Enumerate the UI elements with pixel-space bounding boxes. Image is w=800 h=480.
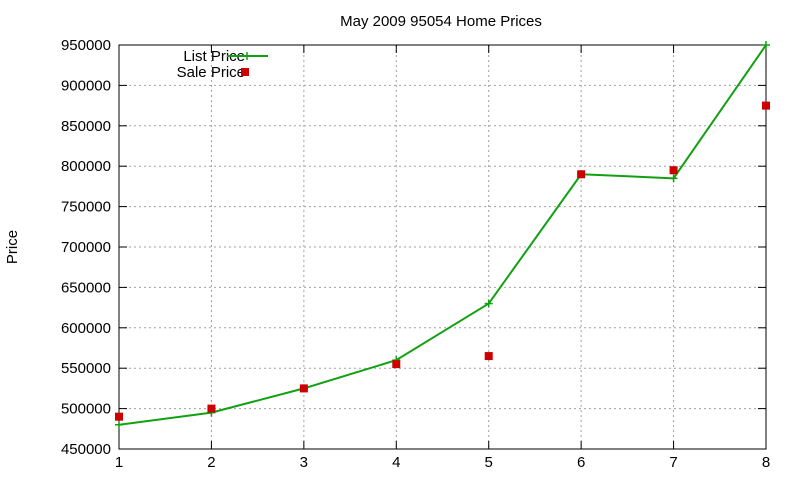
y-tick-label: 750000 xyxy=(61,199,111,216)
data-point-sale-price xyxy=(484,352,493,361)
legend-marker-list-price xyxy=(243,52,251,60)
y-tick-label: 700000 xyxy=(61,239,111,256)
y-tick-label: 900000 xyxy=(61,77,111,94)
data-point-list-price xyxy=(484,299,493,308)
data-point-sale-price xyxy=(669,166,678,175)
plot-frame xyxy=(118,44,767,450)
x-tick-label: 8 xyxy=(762,454,770,471)
x-tick-label: 1 xyxy=(115,454,123,471)
data-point-sale-price xyxy=(207,404,216,413)
y-tick-label: 450000 xyxy=(61,441,111,458)
plot-series xyxy=(115,41,770,429)
grid xyxy=(119,45,766,449)
legend-marker-sale-price xyxy=(241,68,249,76)
legend-label-sale-price: Sale Price xyxy=(177,64,245,81)
data-point-list-price xyxy=(762,41,770,49)
y-tick-label: 550000 xyxy=(61,360,111,377)
data-point-sale-price xyxy=(762,101,770,110)
data-point-list-price xyxy=(669,174,678,183)
data-point-sale-price xyxy=(577,170,586,179)
x-tick-label: 3 xyxy=(300,454,308,471)
x-tick-label: 4 xyxy=(392,454,400,471)
y-tick-label: 800000 xyxy=(61,158,111,175)
axes: 450000 500000 550000 600000 650000 700000 7500… xyxy=(61,37,770,471)
x-tick-label: 7 xyxy=(669,454,677,471)
series-list-price xyxy=(115,41,770,429)
x-tick-label: 6 xyxy=(577,454,585,471)
data-point-sale-price xyxy=(392,360,401,369)
legend-label-list-price: List Price xyxy=(183,48,245,65)
x-tick-label: 2 xyxy=(207,454,215,471)
y-tick-label: 950000 xyxy=(61,37,111,54)
y-tick-label: 850000 xyxy=(61,118,111,135)
series-line-list-price xyxy=(118,44,767,426)
x-tick-label: 5 xyxy=(485,454,493,471)
chart-title: May 2009 95054 Home Prices xyxy=(340,13,542,30)
y-axis-label: Price xyxy=(4,230,21,264)
y-tick-label: 650000 xyxy=(61,279,111,296)
data-point-sale-price xyxy=(115,412,123,421)
y-tick-label: 600000 xyxy=(61,320,111,337)
series-sale-price xyxy=(115,101,770,421)
y-tick-label: 500000 xyxy=(61,401,111,418)
data-point-list-price xyxy=(115,420,123,429)
data-point-sale-price xyxy=(299,384,308,393)
